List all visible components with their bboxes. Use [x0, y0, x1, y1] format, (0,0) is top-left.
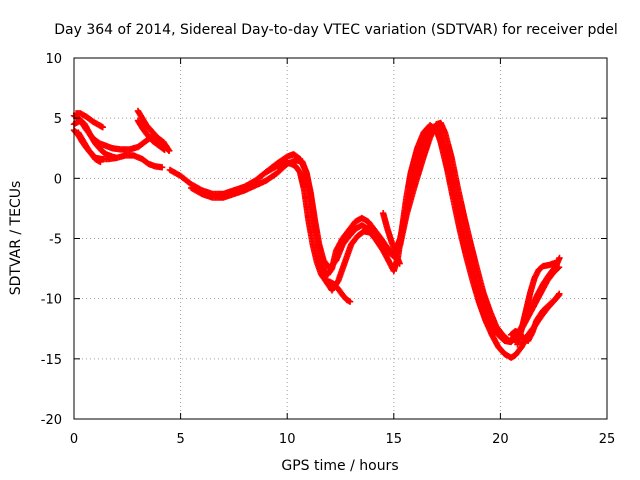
grid-lines [74, 58, 607, 419]
y-tick-label: 5 [54, 112, 62, 127]
data-point [112, 154, 119, 161]
data-point [158, 164, 166, 171]
x-tick-label: 25 [599, 432, 616, 447]
x-tick-label: 0 [70, 432, 78, 447]
data-point [556, 290, 563, 298]
y-tick-label: -15 [41, 353, 62, 368]
x-tick-label: 10 [279, 432, 296, 447]
chart-title: Day 364 of 2014, Sidereal Day-to-day VTE… [54, 22, 618, 38]
y-tick-label: 10 [45, 52, 62, 67]
data-point [396, 260, 403, 267]
data-point [554, 264, 562, 272]
x-tick-labels: 0 5 10 15 20 25 [70, 432, 615, 447]
data-point [555, 263, 563, 271]
x-axis-label: GPS time / hours [281, 458, 398, 474]
y-axis-label: SDTVAR / TECUs [8, 181, 24, 296]
y-tick-label: -5 [49, 233, 62, 248]
y-tick-label: 0 [54, 172, 62, 187]
data-point [97, 158, 104, 166]
axis-ticks [73, 57, 608, 420]
x-tick-label: 15 [386, 432, 403, 447]
x-tick-label: 5 [176, 432, 184, 447]
data-point [160, 145, 167, 153]
series-track-7 [134, 117, 168, 154]
x-tick-label: 20 [492, 432, 509, 447]
data-point [346, 298, 354, 305]
data-point [165, 147, 173, 155]
series-track-13 [514, 259, 558, 348]
series-track-12 [379, 210, 403, 267]
y-tick-labels: -20 -15 -10 -5 0 5 10 [41, 52, 62, 428]
data-point [99, 123, 106, 131]
y-tick-label: -20 [41, 413, 62, 428]
data-point [555, 291, 562, 299]
data-point [551, 259, 558, 267]
data-point [161, 146, 168, 154]
y-tick-label: -10 [41, 293, 62, 308]
series-track-14 [507, 290, 563, 344]
data-point [556, 254, 563, 262]
series-track-5 [75, 129, 104, 166]
data-points [70, 107, 563, 361]
series-track-4 [72, 110, 106, 131]
